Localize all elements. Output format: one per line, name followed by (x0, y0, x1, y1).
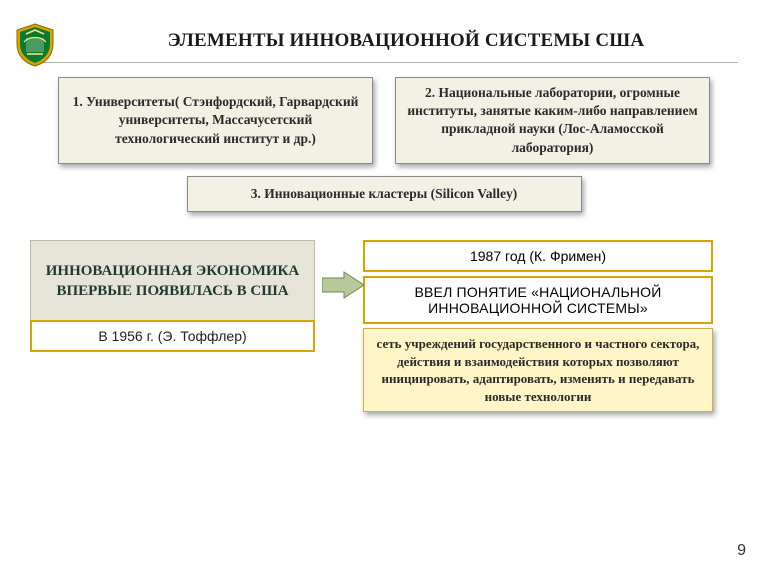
definition-box: сеть учреждений государственного и частн… (363, 328, 713, 412)
right-year-box: 1987 год (К. Фримен) (363, 240, 713, 272)
element-box-1: 1. Университеты( Стэнфордский, Гарвардск… (58, 77, 373, 164)
element-box-2: 2. Национальные лаборатории, огромные ин… (395, 77, 710, 164)
slide: ЭЛЕМЕНТЫ ИННОВАЦИОННОЙ СИСТЕМЫ США 1. Ун… (0, 0, 768, 576)
right-column: 1987 год (К. Фримен) ВВЕЛ ПОНЯТИЕ «НАЦИО… (363, 240, 713, 412)
left-sub-box: В 1956 г. (Э. Тоффлер) (30, 320, 315, 352)
elements-row-top: 1. Университеты( Стэнфордский, Гарвардск… (30, 77, 738, 164)
right-concept-box: ВВЕЛ ПОНЯТИЕ «НАЦИОНАЛЬНОЙ ИННОВАЦИОННОЙ… (363, 276, 713, 324)
page-number: 9 (737, 542, 746, 560)
elements-row-mid: 3. Инновационные кластеры (Silicon Valle… (30, 176, 738, 212)
left-column: ИННОВАЦИОННАЯ ЭКОНОМИКА ВПЕРВЫЕ ПОЯВИЛАС… (30, 240, 315, 412)
arrow-right-icon (322, 270, 364, 300)
element-box-3: 3. Инновационные кластеры (Silicon Valle… (187, 176, 582, 212)
slide-title: ЭЛЕМЕНТЫ ИННОВАЦИОННОЙ СИСТЕМЫ США (74, 30, 738, 52)
lower-section: ИННОВАЦИОННАЯ ЭКОНОМИКА ВПЕРВЫЕ ПОЯВИЛАС… (30, 240, 738, 412)
emblem-icon (12, 22, 58, 68)
headline-box: ИННОВАЦИОННАЯ ЭКОНОМИКА ВПЕРВЫЕ ПОЯВИЛАС… (30, 240, 315, 322)
divider (30, 62, 738, 63)
